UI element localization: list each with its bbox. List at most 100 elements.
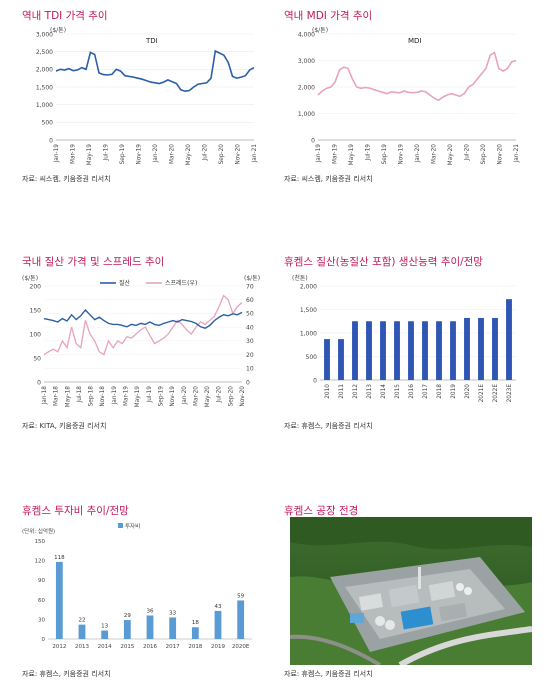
capex-data-label: 29 — [124, 613, 131, 619]
nitric-xtick-label: Sep-18 — [89, 386, 95, 407]
nitric-xtick-label: Mar-20 — [193, 386, 199, 406]
capacity-xtick-label: 2019 — [451, 384, 457, 399]
mdi-xtick-label: May-20 — [448, 144, 454, 166]
capacity-ytick-label: 2,000 — [300, 283, 317, 290]
nitric-xtick-label: Mar-19 — [124, 386, 130, 406]
mdi-xtick-label: Sep-19 — [382, 144, 388, 165]
capex-ytick-label: 120 — [35, 559, 46, 565]
nitric-left-ytick-label: 0 — [37, 379, 41, 386]
capacity-xtick-label: 2011 — [339, 384, 345, 399]
nitric-xtick-label: Jul-18 — [77, 386, 83, 404]
nitric-right-ytick-label: 30 — [246, 338, 254, 345]
capacity-xtick-label: 2016 — [409, 384, 415, 399]
capacity-bar — [422, 321, 428, 380]
mdi-xtick-label: Jan-21 — [514, 144, 520, 164]
capacity-bar — [506, 299, 512, 380]
mdi-ytick-label: 3,000 — [298, 58, 315, 65]
tdi-xtick-label: Jul-20 — [203, 144, 209, 162]
tdi-ytick-label: 2,000 — [36, 67, 53, 74]
nitric-xtick-label: Nov-20 — [240, 386, 246, 407]
capex-source: 자료: 휴켐스, 키움증권 리서치 — [22, 670, 111, 678]
capex-data-label: 43 — [215, 604, 222, 610]
nitric-xtick-label: Jul-20 — [217, 386, 223, 404]
capacity-chart: (천톤) 0 500 1,000 1,500 2,000 2010 2011 2012 2013 2… — [292, 274, 516, 403]
capex-data-label: 18 — [192, 620, 199, 626]
nitric-xtick-label: May-18 — [65, 386, 71, 408]
capacity-bar — [436, 321, 442, 380]
nitric-left-ytick-label: 50 — [33, 355, 41, 362]
mdi-xtick-label: Jan-20 — [415, 144, 421, 164]
capex-data-label: 33 — [169, 610, 176, 616]
nitric-legend-spread-label: 스프레드(우) — [165, 279, 197, 287]
capex-xtick-label: 2015 — [120, 644, 134, 650]
capex-bar — [191, 627, 199, 639]
tdi-xtick-label: Mar-19 — [71, 144, 77, 164]
capacity-source: 자료: 휴켐스, 키움증권 리서치 — [284, 422, 373, 430]
capacity-xtick-label: 2022E — [493, 384, 499, 403]
capex-bar — [169, 617, 177, 639]
mdi-panel: 역내 MDI 가격 추이 ($/톤) MDI 0 1,000 2,000 3,000 4,0… — [284, 8, 549, 188]
tdi-series-label: TDI — [145, 37, 158, 45]
tdi-xtick-label: Jan-19 — [54, 144, 60, 164]
capex-ytick-label: 30 — [38, 617, 45, 623]
tdi-ytick-label: 2,500 — [36, 49, 53, 56]
mdi-chart: ($/톤) MDI 0 1,000 2,000 3,000 4,000 Jan-19 Mar-1… — [298, 27, 520, 166]
nitric-source: 자료: KITA, 키움증권 리서치 — [22, 422, 107, 430]
nitric-legend-price-label: 질산 — [119, 279, 131, 287]
tdi-unit-label: ($/톤) — [50, 27, 66, 34]
capex-data-label: 118 — [54, 555, 65, 561]
capex-bar — [123, 620, 131, 639]
capacity-xtick-label: 2014 — [381, 384, 387, 399]
mdi-source: 자료: 씨스켐, 키움증권 리서치 — [284, 175, 373, 183]
plant-panel: 휴켐스 공장 전경 — [284, 503, 549, 683]
capacity-xtick-label: 2010 — [325, 384, 331, 399]
tdi-chart: ($/톤) TDI 0 500 1,000 1,500 2,000 2,500 3,000 Jan… — [36, 27, 258, 166]
nitric-xtick-label: Sep-20 — [228, 386, 234, 407]
plant-photo-illustration — [290, 517, 532, 665]
mdi-xtick-label: Nov-19 — [399, 144, 405, 165]
capacity-xtick-label: 2020 — [465, 384, 471, 399]
capex-unit-label: (단위: 십억원) — [22, 527, 55, 535]
capacity-bar — [408, 321, 414, 380]
mdi-series-label: MDI — [408, 37, 422, 45]
nitric-left-unit: ($/톤) — [22, 275, 38, 282]
capacity-xtick-label: 2017 — [423, 384, 429, 399]
capacity-xtick-label: 2012 — [353, 384, 359, 399]
nitric-xtick-label: May-19 — [135, 386, 141, 408]
nitric-xtick-label: Jul-19 — [147, 386, 153, 404]
capacity-bar — [324, 339, 330, 380]
nitric-xtick-label: Nov-19 — [170, 386, 176, 407]
mdi-ytick-label: 2,000 — [298, 84, 315, 91]
capex-legend-label: 투자비 — [125, 522, 140, 530]
capacity-bar — [394, 321, 400, 380]
mdi-xtick-label: May-19 — [349, 144, 355, 166]
nitric-spread-line — [43, 294, 243, 356]
plant-source: 자료: 휴켐스, 키움증권 리서치 — [284, 670, 373, 678]
tdi-source: 자료: 씨스켐, 키움증권 리서치 — [22, 175, 111, 183]
nitric-xtick-label: Jan-20 — [182, 386, 188, 406]
tdi-ytick-label: 0 — [49, 137, 53, 144]
capacity-bar — [380, 321, 386, 380]
capex-xtick-label: 2016 — [143, 644, 157, 650]
tdi-xtick-label: May-19 — [87, 144, 93, 166]
tdi-ytick-label: 1,000 — [36, 102, 53, 109]
tdi-xtick-label: Nov-20 — [236, 144, 242, 165]
mdi-series-line — [317, 51, 517, 102]
capacity-panel: 휴켐스 질산(농질산 포함) 생산능력 추이/전망 (천톤) 0 500 1,000 1… — [284, 254, 549, 434]
capacity-xtick-label: 2023E — [507, 384, 513, 403]
nitric-right-ytick-label: 20 — [246, 352, 254, 359]
capacity-bar — [366, 321, 372, 380]
capex-bar — [78, 624, 86, 639]
tdi-xtick-label: Sep-19 — [120, 144, 126, 165]
capex-ytick-label: 0 — [42, 637, 46, 643]
capex-data-label: 36 — [147, 608, 154, 614]
capex-xtick-label: 2012 — [52, 644, 66, 650]
capex-panel: 휴켐스 투자비 추이/전망 (단위: 십억원) 투자비 0 30 60 90 120 150 1… — [22, 503, 287, 683]
capex-data-label: 22 — [79, 618, 86, 624]
capex-xtick-label: 2019 — [211, 644, 225, 650]
tdi-title: 역내 TDI 가격 추이 — [22, 10, 108, 22]
capacity-ytick-label: 0 — [313, 377, 317, 384]
mdi-xtick-label: Mar-20 — [432, 144, 438, 164]
mdi-ytick-label: 0 — [311, 137, 315, 144]
capex-ytick-label: 60 — [38, 598, 45, 604]
